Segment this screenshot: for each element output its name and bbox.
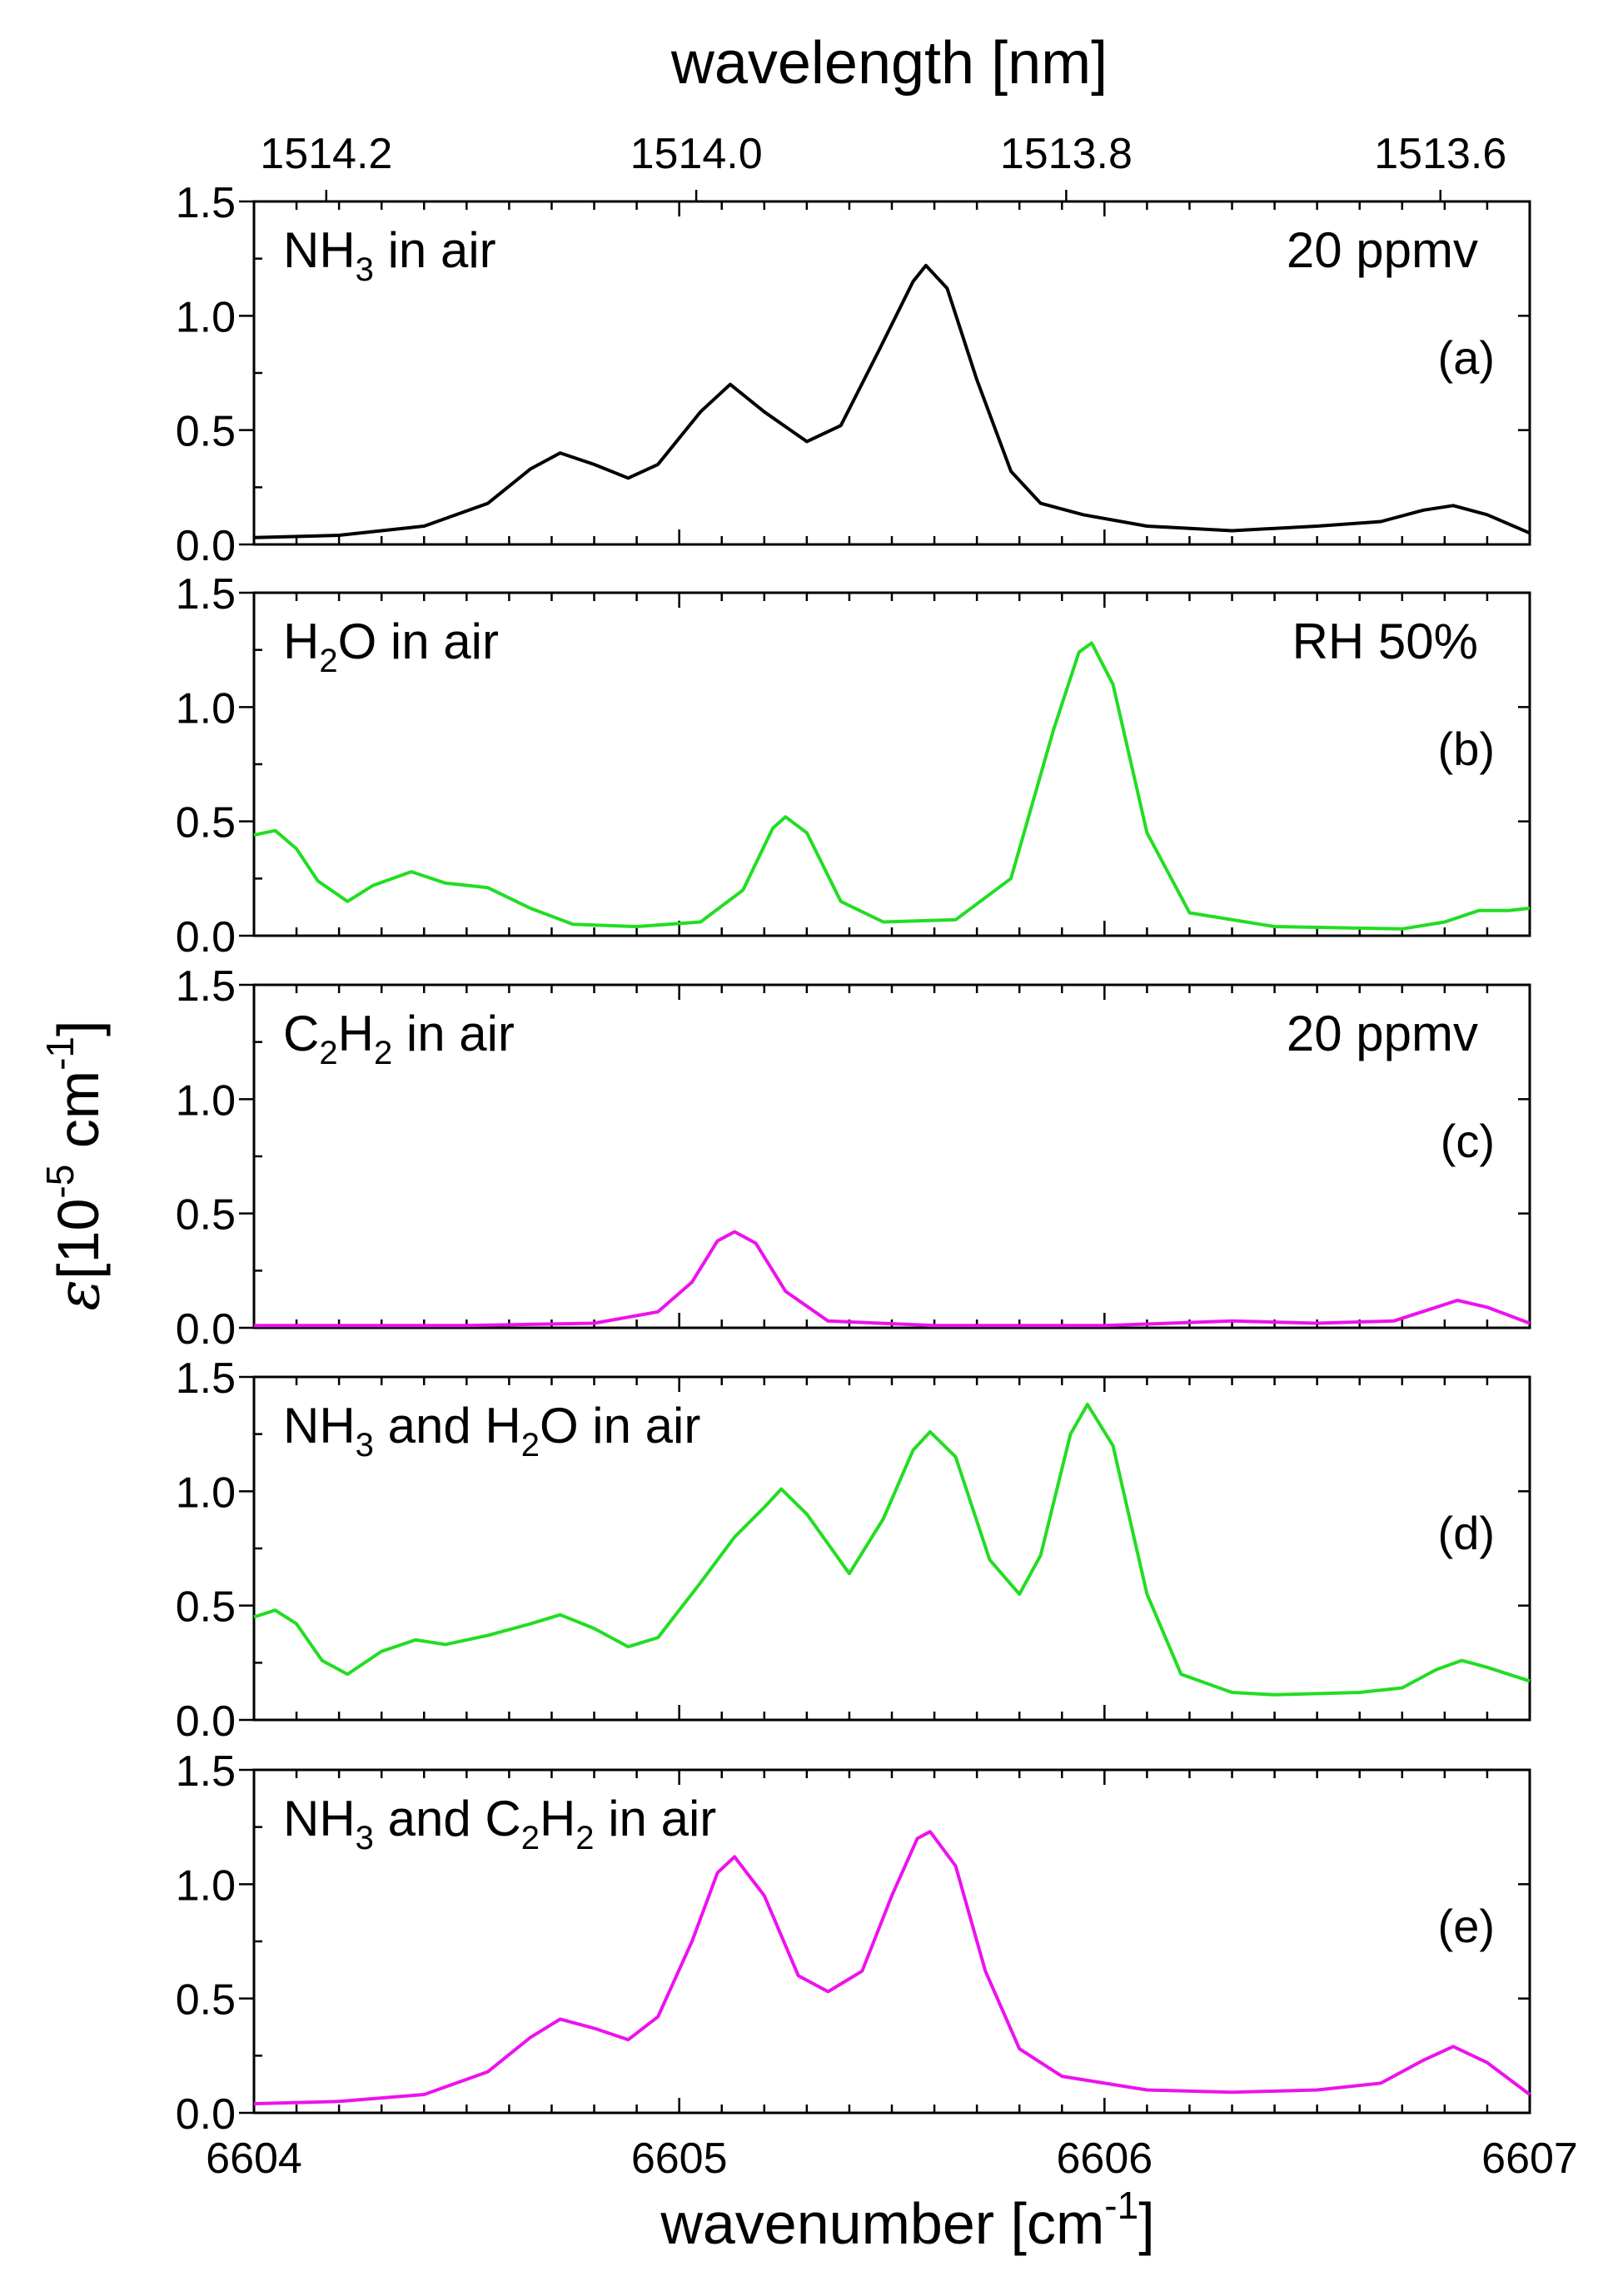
y-tick-label: 1.0 [176, 1469, 236, 1517]
panel-a: 0.0 0.5 1.0 1.5 NH3 in air 20 ppmv (a) [176, 179, 1531, 570]
series-line-e [253, 1830, 1531, 2105]
panel-label-e: (e) [1438, 1900, 1495, 1952]
panel-e: 0.0 0.5 1.0 1.5 NH3 and C2H2 in air (e) [176, 1747, 1531, 2139]
series-line-c [254, 1230, 1531, 1328]
y-tick-label: 0.0 [176, 913, 236, 962]
y-tick-label: 1.5 [176, 962, 236, 1011]
gas-label-e: NH3 and C2H2 in air [283, 1791, 716, 1856]
y-tick-label: 1.0 [176, 293, 236, 341]
panel-c: 0.0 0.5 1.0 1.5 C2H2 in air 20 ppmv (c) [176, 962, 1531, 1354]
x-tick-label: 6604 [206, 2134, 302, 2183]
x-tick-label: 6607 [1481, 2134, 1578, 2183]
y-tick-label: 1.5 [176, 570, 236, 619]
gas-label-c: C2H2 in air [283, 1006, 515, 1071]
y-tick-label: 0.0 [176, 2090, 236, 2139]
series-line-a [253, 263, 1531, 539]
gas-label-d: NH3 and H2O in air [283, 1398, 700, 1464]
top-axis-tick-label: 1514.2 [260, 130, 392, 178]
y-tick-label: 1.0 [176, 1076, 236, 1125]
y-tick-label: 0.5 [176, 408, 236, 456]
panel-d: 0.0 0.5 1.0 1.5 NH3 and H2O in air (d) [176, 1354, 1531, 1746]
y-tick-label: 0.0 [176, 1697, 236, 1746]
y-tick-label: 1.0 [176, 684, 236, 733]
top-axis-title: wavelength [nm] [670, 30, 1108, 97]
top-axis-tick-label: 1514.0 [630, 130, 763, 178]
y-tick-label: 0.5 [176, 1191, 236, 1240]
gas-label-a: NH3 in air [283, 222, 496, 288]
y-tick-label: 1.5 [176, 1747, 236, 1796]
y-tick-label: 0.0 [176, 522, 236, 570]
top-axis-tick-label: 1513.8 [1000, 130, 1133, 178]
y-tick-label: 0.5 [176, 1583, 236, 1632]
gas-label-b: H2O in air [283, 614, 499, 679]
x-tick-label: 6605 [631, 2134, 728, 2183]
y-axis-title: ε[10-5 cm-1] [38, 1021, 112, 1311]
panel-label-b: (b) [1438, 723, 1495, 775]
x-tick-label: 6606 [1056, 2134, 1152, 2183]
panel-label-a: (a) [1438, 331, 1495, 384]
top-axis-tick-label: 1513.6 [1374, 130, 1506, 178]
condition-label-b: RH 50% [1292, 614, 1478, 669]
y-tick-label: 1.0 [176, 1861, 236, 1910]
condition-label-c: 20 ppmv [1287, 1006, 1478, 1061]
y-tick-label: 1.5 [176, 179, 236, 227]
y-tick-label: 0.5 [176, 799, 236, 847]
y-tick-label: 1.5 [176, 1354, 236, 1403]
y-tick-label: 0.0 [176, 1305, 236, 1354]
y-tick-label: 0.5 [176, 1976, 236, 2025]
panel-b: 0.0 0.5 1.0 1.5 H2O in air RH 50% (b) [176, 570, 1531, 962]
series-line-d [253, 1403, 1531, 1697]
panels-group: 0.0 0.5 1.0 1.5 NH3 in air 20 ppmv (a) 0.0 0.5 1.… [176, 130, 1578, 2183]
condition-label-a: 20 ppmv [1287, 222, 1478, 278]
panel-label-d: (d) [1438, 1507, 1495, 1559]
series-line-b [253, 641, 1531, 931]
panel-label-c: (c) [1441, 1115, 1495, 1167]
bottom-axis-title: wavenumber [cm-1] [660, 2184, 1154, 2256]
